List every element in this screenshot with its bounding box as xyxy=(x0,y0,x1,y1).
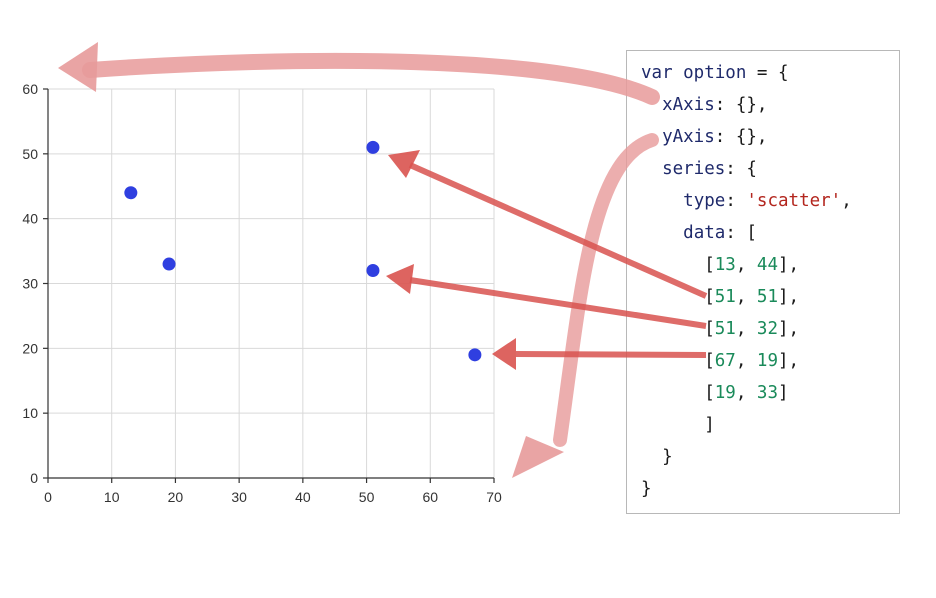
code-data-row: [67, 19], xyxy=(704,351,800,371)
code-var-option: var option xyxy=(641,63,747,83)
x-tick-label: 20 xyxy=(168,489,184,505)
x-tick-label: 40 xyxy=(295,489,311,505)
code-data-close: ] xyxy=(778,383,789,403)
code-data-y: 32 xyxy=(756,319,778,339)
code-line-series-close: } xyxy=(641,445,673,469)
code-data-y: 33 xyxy=(756,383,778,403)
code-data-x: 51 xyxy=(714,287,736,307)
code-yaxis-key: yAxis xyxy=(662,127,715,147)
code-close-option: } xyxy=(641,479,652,499)
code-line-data-close: ] xyxy=(641,413,715,437)
code-line-type: type: 'scatter', xyxy=(641,189,852,213)
code-type-colon: : xyxy=(725,191,747,211)
scatter-point xyxy=(366,264,380,278)
code-line-xaxis: xAxis: {}, xyxy=(641,93,767,117)
chart-grid xyxy=(47,88,495,479)
x-tick-label: 60 xyxy=(422,489,438,505)
x-tick-label: 10 xyxy=(104,489,120,505)
x-tick-label: 50 xyxy=(359,489,375,505)
code-line-data: data: [ xyxy=(641,221,757,245)
y-tick-label: 20 xyxy=(22,340,38,356)
code-data-row: [13, 44], xyxy=(704,255,800,275)
code-data-key: data xyxy=(683,223,726,243)
y-tick-label: 40 xyxy=(22,211,38,227)
code-series-key: series xyxy=(662,159,726,179)
code-series-open: : { xyxy=(725,159,757,179)
code-data-row: [51, 32], xyxy=(704,319,800,339)
x-tick-label: 0 xyxy=(44,489,52,505)
code-line-series: series: { xyxy=(641,157,757,181)
code-line-option: var option = { xyxy=(641,61,789,85)
scatter-point xyxy=(124,186,138,200)
code-close-series: } xyxy=(662,447,673,467)
y-tick-label: 0 xyxy=(30,470,38,486)
x-tick-label: 70 xyxy=(486,489,502,505)
y-axis-ticks: 0 10 20 30 40 50 60 xyxy=(22,81,38,486)
code-data-close: ], xyxy=(778,287,800,307)
y-tick-label: 10 xyxy=(22,405,38,421)
code-data-row: [19, 33] xyxy=(704,383,789,403)
code-panel: var option = { xAxis: {}, yAxis: {}, ser… xyxy=(626,50,900,514)
code-yaxis-value: : {}, xyxy=(714,127,768,147)
code-data-row: [51, 51], xyxy=(704,287,800,307)
chart-axes xyxy=(43,88,495,483)
code-data-close: ], xyxy=(778,255,800,275)
x-axis-ticks: 0 10 20 30 40 50 60 70 xyxy=(44,489,502,505)
code-data-x: 13 xyxy=(714,255,736,275)
code-data-x: 19 xyxy=(714,383,736,403)
y-tick-label: 30 xyxy=(22,276,38,292)
code-data-open: : [ xyxy=(725,223,757,243)
scatter-point xyxy=(162,257,176,271)
code-type-key: type xyxy=(683,191,726,211)
x-tick-label: 30 xyxy=(231,489,247,505)
code-line-yaxis: yAxis: {}, xyxy=(641,125,767,149)
code-data-y: 44 xyxy=(756,255,778,275)
scatter-point xyxy=(468,348,482,362)
code-data-y: 51 xyxy=(756,287,778,307)
code-type-comma: , xyxy=(841,191,852,211)
y-tick-label: 60 xyxy=(22,81,38,97)
code-option-open: = { xyxy=(746,63,789,83)
code-data-y: 19 xyxy=(756,351,778,371)
code-xaxis-key: xAxis xyxy=(662,95,715,115)
code-data-close: ], xyxy=(778,351,800,371)
code-line-option-close: } xyxy=(641,477,652,501)
code-data-x: 51 xyxy=(714,319,736,339)
scatter-points xyxy=(124,140,482,362)
code-data-close: ], xyxy=(778,319,800,339)
code-close-bracket: ] xyxy=(704,415,715,435)
code-data-x: 67 xyxy=(714,351,736,371)
code-type-value: 'scatter' xyxy=(746,191,842,211)
code-xaxis-value: : {}, xyxy=(714,95,768,115)
scatter-point xyxy=(366,140,380,154)
y-tick-label: 50 xyxy=(22,146,38,162)
